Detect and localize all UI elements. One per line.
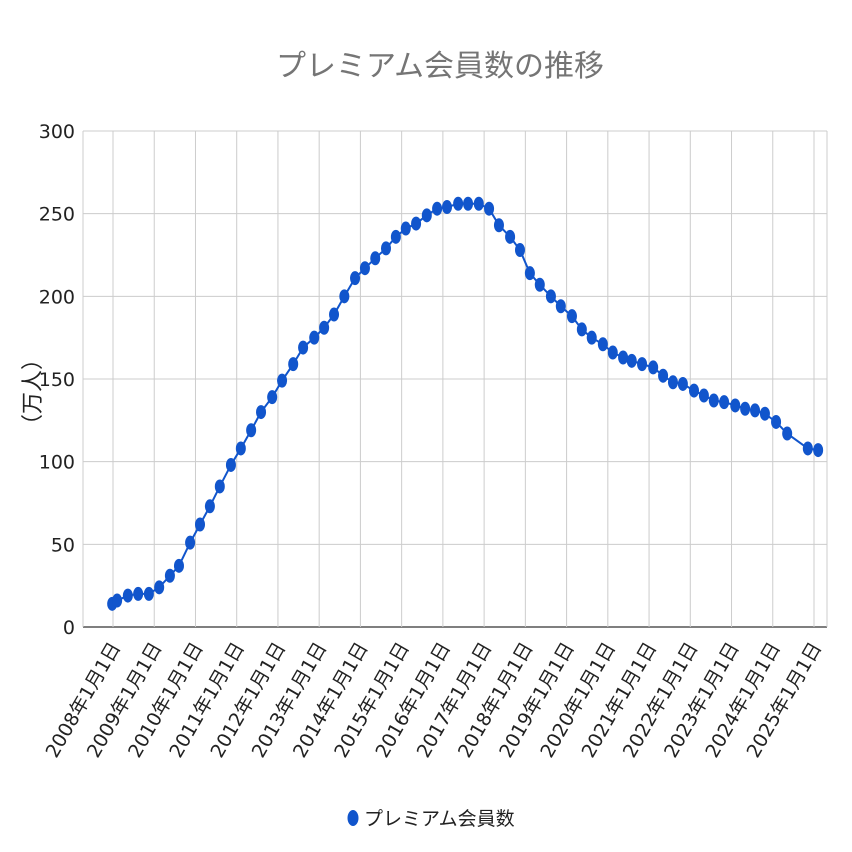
data-point xyxy=(453,196,464,211)
y-tick-label: 50 xyxy=(51,534,75,556)
data-point xyxy=(698,388,709,403)
data-point xyxy=(319,320,330,335)
data-point xyxy=(133,586,144,601)
data-point xyxy=(164,568,175,583)
data-point xyxy=(277,373,288,388)
data-point xyxy=(339,289,350,304)
data-point xyxy=(750,403,761,418)
chart-title: プレミアム会員数の推移 xyxy=(276,49,604,84)
data-point xyxy=(350,271,361,286)
data-point xyxy=(648,360,659,375)
data-point xyxy=(122,588,133,603)
data-point xyxy=(185,535,196,550)
data-point xyxy=(309,330,320,345)
data-point xyxy=(390,229,401,244)
legend: プレミアム会員数 xyxy=(347,808,515,830)
data-point xyxy=(555,299,566,314)
data-point xyxy=(586,330,597,345)
data-point xyxy=(463,196,474,211)
data-point xyxy=(576,322,587,337)
data-point xyxy=(719,395,730,410)
data-point xyxy=(689,383,700,398)
data-point xyxy=(708,393,719,408)
data-point xyxy=(173,558,184,573)
data-point xyxy=(256,405,267,420)
data-point xyxy=(667,375,678,390)
data-point xyxy=(359,261,370,276)
data-point xyxy=(493,218,504,233)
legend-label: プレミアム会員数 xyxy=(364,808,515,830)
data-point xyxy=(411,216,422,231)
data-point xyxy=(288,357,299,372)
data-point xyxy=(143,586,154,601)
data-point xyxy=(380,241,391,256)
data-point xyxy=(566,309,577,324)
y-tick-label: 150 xyxy=(39,369,75,391)
data-point xyxy=(432,201,443,216)
data-point xyxy=(607,345,618,360)
data-point xyxy=(246,423,257,438)
data-point xyxy=(813,443,824,458)
y-axis-label: （万人） xyxy=(21,348,46,436)
data-point xyxy=(329,307,340,322)
data-point xyxy=(473,196,484,211)
data-point xyxy=(195,517,206,532)
data-point xyxy=(618,350,629,365)
data-point xyxy=(759,406,770,421)
data-point xyxy=(505,229,516,244)
data-point xyxy=(214,479,225,494)
y-tick-label: 0 xyxy=(63,617,75,639)
data-point xyxy=(524,266,535,281)
data-point xyxy=(484,201,495,216)
data-point xyxy=(730,398,741,413)
data-point xyxy=(782,426,793,441)
data-point xyxy=(534,277,545,292)
data-point xyxy=(298,340,309,355)
legend-marker xyxy=(347,810,359,826)
y-tick-label: 200 xyxy=(39,286,75,308)
data-point xyxy=(637,357,648,372)
data-point xyxy=(597,337,608,352)
data-point xyxy=(626,353,637,368)
data-point xyxy=(740,401,751,416)
y-tick-label: 250 xyxy=(39,204,75,226)
data-point xyxy=(370,251,381,266)
data-point xyxy=(267,390,278,405)
data-point xyxy=(514,243,525,258)
data-point xyxy=(545,289,556,304)
data-point xyxy=(421,208,432,223)
data-point xyxy=(235,441,246,456)
data-point xyxy=(771,414,782,429)
data-point xyxy=(154,580,165,595)
y-tick-label: 100 xyxy=(39,452,75,474)
data-point xyxy=(442,200,453,215)
data-point xyxy=(204,499,215,514)
data-point xyxy=(802,441,813,456)
data-point xyxy=(225,457,236,472)
data-point xyxy=(112,593,123,608)
data-point xyxy=(400,221,411,236)
data-point xyxy=(658,368,669,383)
data-point xyxy=(677,376,688,391)
y-tick-label: 300 xyxy=(39,121,75,143)
